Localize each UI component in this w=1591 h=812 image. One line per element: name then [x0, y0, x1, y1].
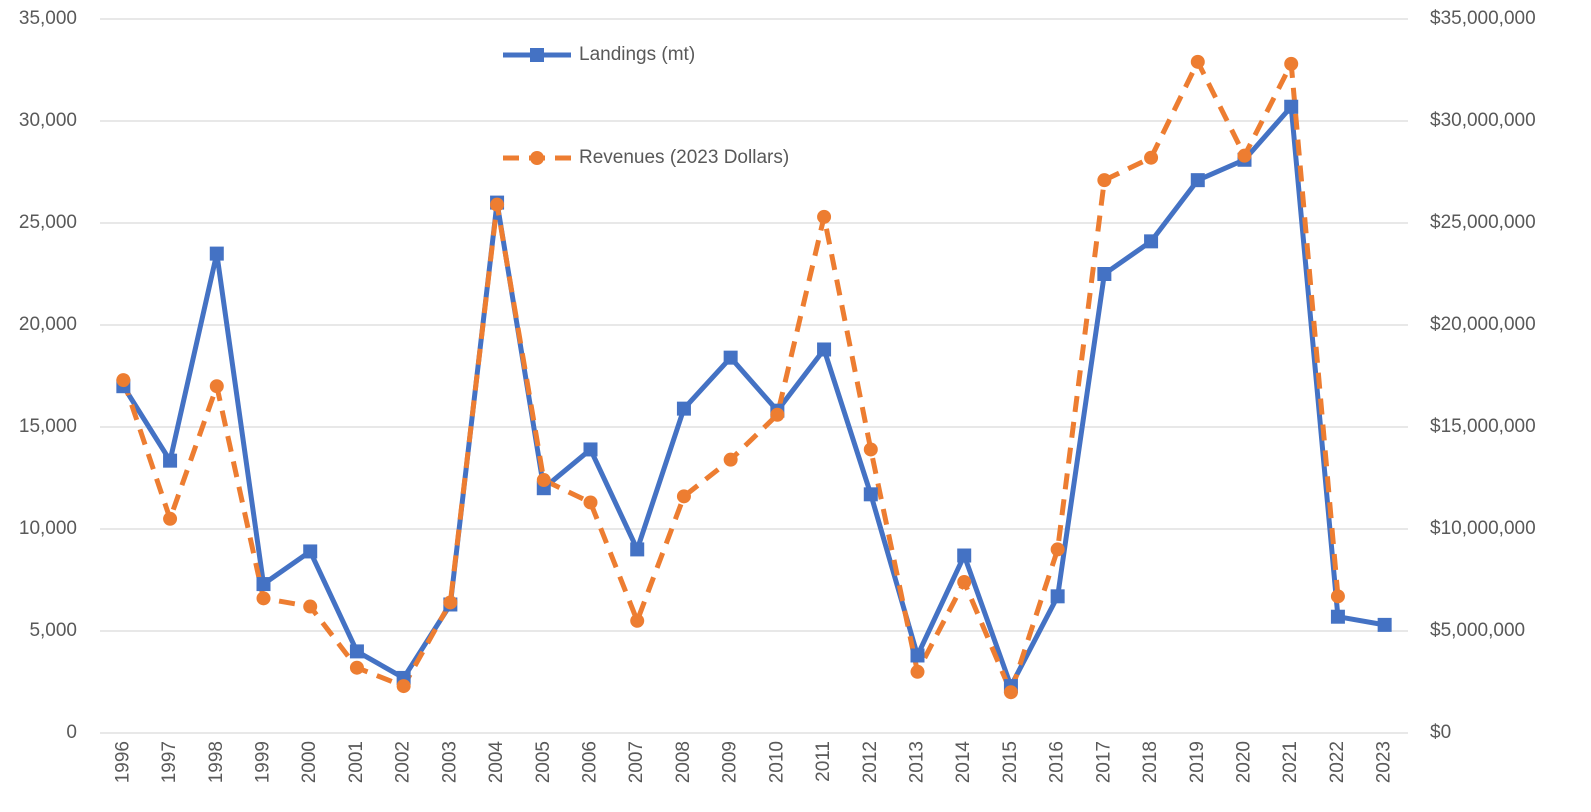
legend-label: Landings (mt)	[579, 44, 695, 65]
marker	[536, 473, 551, 488]
marker	[863, 487, 878, 502]
marker	[583, 442, 598, 457]
marker	[1003, 685, 1018, 700]
legend-marker	[530, 151, 544, 165]
x-tick-label: 2008	[673, 741, 694, 783]
x-tick-label: 2009	[720, 741, 741, 783]
legend-marker	[530, 48, 544, 62]
x-tick-label: 2010	[766, 741, 787, 783]
x-tick-label: 2019	[1187, 741, 1208, 783]
marker	[163, 453, 178, 468]
marker	[1144, 234, 1159, 249]
x-tick-label: 2020	[1234, 741, 1255, 783]
y2-tick-label: $30,000,000	[1430, 110, 1536, 131]
marker	[1144, 150, 1159, 165]
x-tick-label: 1997	[159, 741, 180, 783]
x-tick-label: 2013	[907, 741, 928, 783]
x-tick-label: 2018	[1140, 741, 1161, 783]
marker	[630, 613, 645, 628]
y2-tick-label: $25,000,000	[1430, 212, 1536, 233]
marker	[303, 544, 318, 559]
marker	[630, 542, 645, 557]
x-tick-label: 1996	[112, 741, 133, 783]
x-tick-label: 2007	[626, 741, 647, 783]
marker	[256, 591, 271, 606]
marker	[163, 511, 178, 526]
marker	[303, 599, 318, 614]
x-tick-label: 2006	[580, 741, 601, 783]
x-tick-label: 2016	[1047, 741, 1068, 783]
x-tick-label: 2015	[1000, 741, 1021, 783]
y-tick-label: 20,000	[19, 314, 77, 335]
x-tick-label: 2014	[953, 741, 974, 784]
marker	[1097, 267, 1112, 281]
marker	[396, 679, 411, 694]
marker	[723, 350, 738, 365]
marker	[1190, 54, 1205, 69]
marker	[770, 407, 785, 422]
x-tick-label: 2005	[533, 741, 554, 783]
y2-tick-label: $20,000,000	[1430, 314, 1536, 335]
marker	[209, 246, 224, 261]
marker	[349, 660, 364, 675]
x-tick-label: 2012	[860, 741, 881, 783]
marker	[443, 595, 458, 610]
y-tick-label: 25,000	[19, 212, 77, 233]
marker	[1330, 589, 1345, 604]
x-tick-label: 2011	[813, 741, 834, 782]
legend-label: Revenues (2023 Dollars)	[579, 147, 789, 168]
x-tick-label: 1998	[206, 741, 227, 783]
marker	[910, 648, 925, 663]
x-tick-label: 2022	[1327, 741, 1348, 783]
y2-tick-label: $5,000,000	[1430, 620, 1525, 641]
y-tick-label: 15,000	[19, 416, 77, 437]
marker	[1190, 173, 1205, 188]
marker	[863, 442, 878, 457]
marker	[676, 401, 691, 416]
marker	[910, 664, 925, 679]
marker	[817, 342, 832, 357]
marker	[490, 197, 505, 212]
y-tick-label: 5,000	[29, 620, 77, 641]
marker	[957, 548, 972, 563]
marker	[583, 495, 598, 510]
y-tick-label: 30,000	[19, 110, 77, 131]
y2-tick-label: $35,000,000	[1430, 8, 1536, 29]
x-tick-label: 2000	[299, 741, 320, 783]
x-tick-label: 1999	[253, 741, 274, 783]
marker	[1284, 56, 1299, 71]
x-tick-label: 2004	[486, 741, 507, 784]
marker	[1330, 609, 1345, 624]
y2-tick-label: $10,000,000	[1430, 518, 1536, 539]
marker	[1237, 148, 1252, 163]
x-tick-label: 2003	[439, 741, 460, 783]
marker	[676, 489, 691, 504]
marker	[957, 575, 972, 590]
marker	[256, 577, 271, 592]
marker	[116, 373, 131, 388]
x-tick-label: 2021	[1280, 741, 1301, 783]
x-tick-label: 2017	[1093, 741, 1114, 783]
y2-tick-label: $0	[1430, 722, 1451, 743]
marker	[817, 209, 832, 224]
y-tick-label: 35,000	[19, 8, 77, 29]
x-tick-label: 2002	[393, 741, 414, 783]
marker	[723, 452, 738, 467]
marker	[1377, 617, 1392, 632]
marker	[1050, 542, 1065, 557]
marker	[209, 379, 224, 394]
x-tick-label: 2023	[1374, 741, 1395, 783]
y2-tick-label: $15,000,000	[1430, 416, 1536, 437]
y-tick-label: 0	[66, 722, 77, 743]
marker	[1050, 589, 1065, 604]
series-line	[121, 104, 1386, 689]
x-tick-label: 2001	[346, 741, 367, 783]
marker	[1284, 99, 1299, 114]
marker	[349, 644, 364, 659]
y-tick-label: 10,000	[19, 518, 77, 539]
marker	[1097, 173, 1112, 188]
